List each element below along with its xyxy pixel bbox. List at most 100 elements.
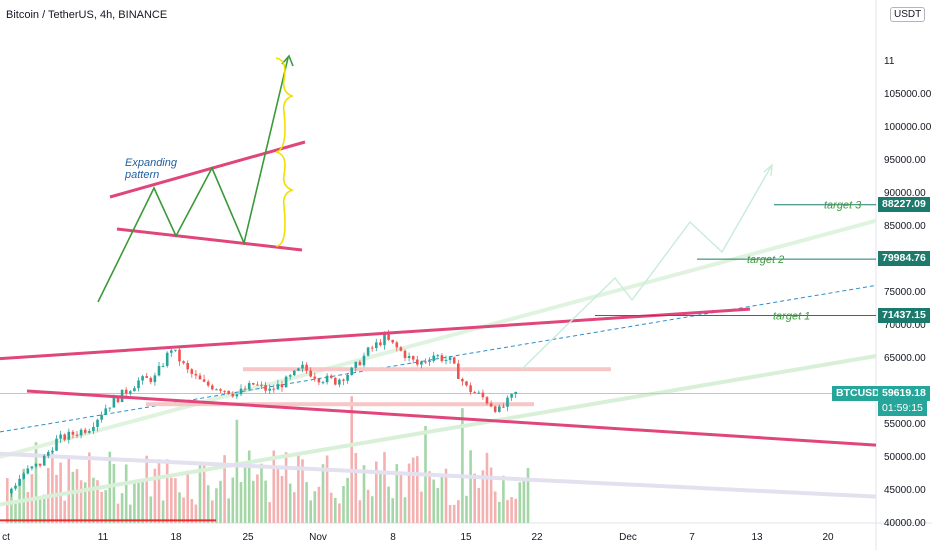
volume-bar	[313, 491, 317, 523]
volume-bar	[362, 465, 366, 523]
volume-bar	[383, 452, 386, 523]
volume-bar	[485, 452, 489, 523]
candles	[10, 329, 517, 497]
candle-body	[170, 350, 173, 353]
price-tick-label: 11	[884, 56, 895, 67]
candle-body	[63, 434, 66, 440]
time-axis[interactable]: ct 11 18 25 Nov 8 15 22 Dec 7 13 20	[2, 532, 834, 543]
volume-bar	[71, 471, 75, 523]
candle-body	[149, 377, 153, 383]
volume-bar	[338, 503, 341, 523]
time-tick-label: 18	[170, 532, 182, 543]
volume-bar	[375, 461, 378, 523]
candle-body	[305, 364, 308, 371]
target-price-tag: 88227.09	[878, 196, 930, 212]
candle-body	[370, 347, 374, 349]
candle-body	[313, 376, 317, 379]
candle-body	[10, 488, 13, 494]
candle-body	[506, 397, 509, 407]
volume-bar	[379, 472, 382, 523]
candle-body	[436, 355, 440, 357]
volume-bar	[280, 475, 284, 523]
volume-bar	[297, 455, 300, 523]
candle-body	[145, 376, 148, 378]
time-tick-label: Nov	[309, 532, 327, 543]
volume-bar	[51, 450, 54, 523]
candle-body	[129, 391, 132, 394]
measure-brace	[275, 151, 295, 247]
candle-body	[334, 377, 337, 385]
current-price-tag: 59619.18	[878, 385, 930, 401]
symbol-tag: BTCUSDT	[832, 385, 891, 401]
volume-bar	[457, 500, 460, 523]
candle-body	[161, 365, 165, 367]
price-tick-label: 75000.00	[884, 287, 926, 298]
target-label: target 2	[747, 254, 784, 266]
candle-body	[22, 473, 25, 479]
candle-body	[112, 397, 116, 408]
volume-bar	[477, 487, 481, 523]
volume-bar	[346, 477, 349, 523]
volume-bar	[112, 463, 116, 523]
price-tick-label: 70000.00	[884, 320, 926, 331]
volume-bar	[522, 479, 526, 523]
volume-bar	[452, 504, 456, 523]
candle-body	[391, 339, 394, 343]
volume-bar	[465, 495, 468, 523]
volume-bar	[202, 465, 206, 523]
candle-body	[124, 389, 128, 394]
currency-badge[interactable]: USDT	[890, 7, 926, 22]
candle-body	[108, 407, 112, 409]
candle-body	[493, 406, 497, 412]
support-zone	[146, 402, 534, 407]
candle-body	[104, 408, 107, 415]
price-axis[interactable]: 40000.0045000.0050000.0055000.0060000.00…	[884, 56, 932, 529]
volume-bar	[215, 488, 218, 523]
candle-body	[461, 378, 464, 382]
volume-bar	[55, 474, 58, 523]
volume-bar	[256, 474, 259, 523]
volume-bar	[309, 500, 312, 523]
candle-body	[293, 370, 296, 376]
volume-bar	[276, 467, 280, 523]
volume-bar	[182, 497, 185, 523]
price-tick-label: 65000.00	[884, 353, 926, 364]
candle-body	[362, 355, 366, 366]
price-tick-label: 40000.00	[884, 518, 926, 529]
candle-body	[444, 359, 448, 362]
trend-line	[0, 218, 877, 459]
candle-body	[469, 385, 472, 393]
time-tick-label: 11	[98, 532, 109, 543]
volume-bar	[358, 500, 362, 523]
volume-bar	[161, 500, 165, 523]
candle-body	[342, 379, 345, 381]
candle-body	[510, 393, 513, 398]
candle-body	[211, 385, 214, 390]
volume-bar	[370, 496, 374, 523]
candle-body	[411, 356, 415, 360]
candle-body	[231, 393, 235, 397]
volume-bar	[473, 473, 476, 523]
upper-channel-line	[0, 307, 751, 361]
time-tick-label: 20	[822, 532, 834, 543]
volume-bar	[416, 456, 419, 523]
candle-body	[34, 463, 38, 467]
volume-bar	[194, 504, 198, 523]
volume-bar	[186, 470, 189, 523]
pattern-label: pattern	[124, 169, 159, 181]
candle-body	[268, 388, 271, 391]
volume-bar	[100, 491, 103, 523]
candle-body	[297, 368, 300, 371]
volume-bar	[489, 467, 493, 523]
volume-bar	[498, 501, 501, 523]
candle-body	[301, 364, 304, 369]
volume-bar	[428, 471, 431, 523]
volume-bar	[145, 455, 148, 523]
candle-body	[395, 342, 399, 348]
volume-bar	[411, 457, 415, 523]
price-tick-label: 85000.00	[884, 221, 926, 232]
volume-bar	[305, 482, 308, 523]
candle-body	[178, 349, 181, 362]
candle-body	[448, 357, 452, 360]
